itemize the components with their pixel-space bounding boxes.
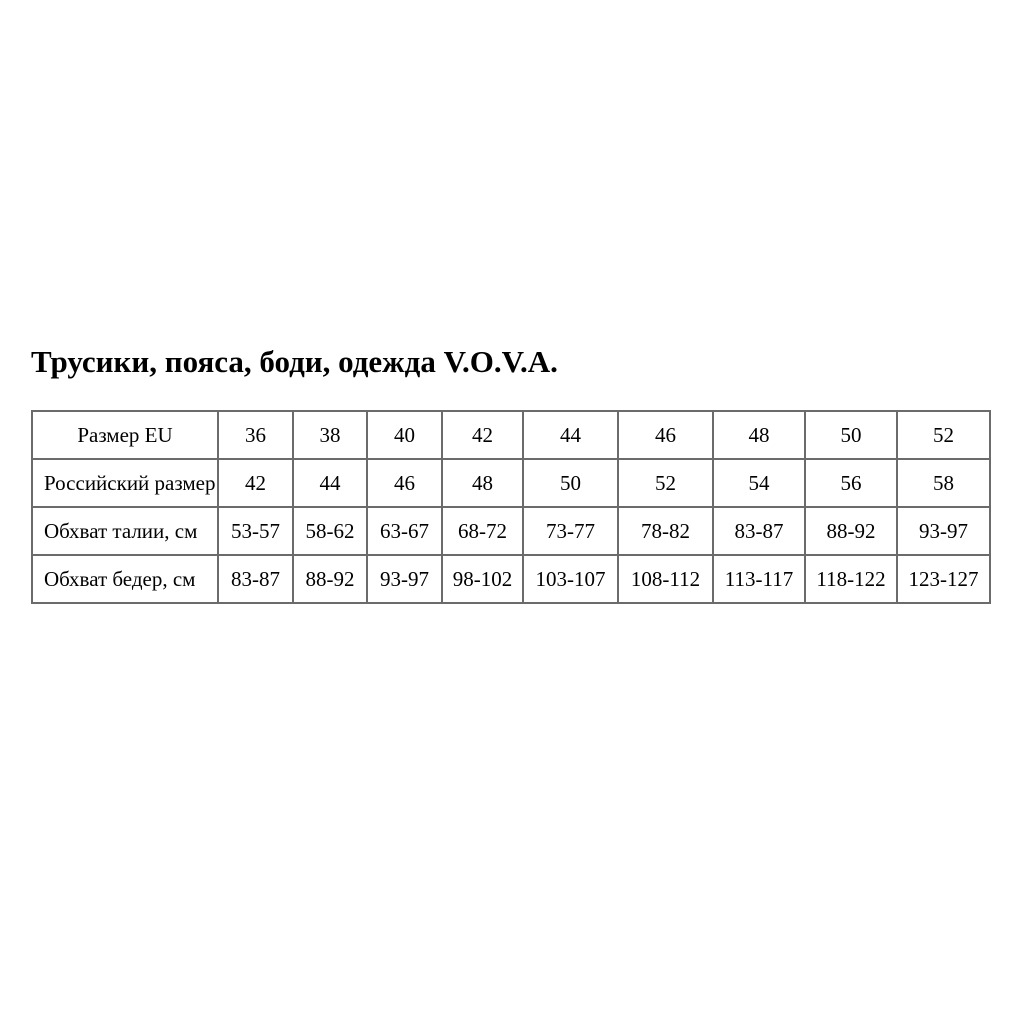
size-value-cell: 44	[522, 410, 619, 460]
row-label-ru-size: Российский размер	[31, 458, 219, 508]
size-value-cell: 50	[804, 410, 898, 460]
size-value-cell: 58-62	[292, 506, 368, 556]
size-value-cell: 123-127	[896, 554, 991, 604]
size-value-cell: 38	[292, 410, 368, 460]
row-label-eu-size: Размер EU	[31, 410, 219, 460]
table-row-eu-size: Размер EU 36 38 40 42 44 46 48 50 52	[31, 410, 991, 460]
size-value-cell: 36	[217, 410, 294, 460]
size-value-cell: 103-107	[522, 554, 619, 604]
size-value-cell: 44	[292, 458, 368, 508]
table-row-waist: Обхват талии, см 53-57 58-62 63-67 68-72…	[31, 506, 991, 556]
size-value-cell: 88-92	[804, 506, 898, 556]
size-value-cell: 108-112	[617, 554, 714, 604]
size-value-cell: 56	[804, 458, 898, 508]
size-value-cell: 54	[712, 458, 806, 508]
size-value-cell: 83-87	[217, 554, 294, 604]
row-label-waist: Обхват талии, см	[31, 506, 219, 556]
table-row-ru-size: Российский размер 42 44 46 48 50 52 54 5…	[31, 458, 991, 508]
row-label-hips: Обхват бедер, см	[31, 554, 219, 604]
size-value-cell: 73-77	[522, 506, 619, 556]
size-value-cell: 50	[522, 458, 619, 508]
size-value-cell: 48	[441, 458, 524, 508]
size-value-cell: 53-57	[217, 506, 294, 556]
size-value-cell: 58	[896, 458, 991, 508]
size-chart-table: Размер EU 36 38 40 42 44 46 48 50 52 Рос…	[31, 410, 991, 604]
size-value-cell: 93-97	[366, 554, 443, 604]
table-row-hips: Обхват бедер, см 83-87 88-92 93-97 98-10…	[31, 554, 991, 604]
size-value-cell: 52	[617, 458, 714, 508]
size-value-cell: 40	[366, 410, 443, 460]
size-value-cell: 42	[441, 410, 524, 460]
size-value-cell: 83-87	[712, 506, 806, 556]
size-value-cell: 42	[217, 458, 294, 508]
size-value-cell: 48	[712, 410, 806, 460]
size-value-cell: 68-72	[441, 506, 524, 556]
size-value-cell: 46	[617, 410, 714, 460]
size-value-cell: 78-82	[617, 506, 714, 556]
size-value-cell: 93-97	[896, 506, 991, 556]
size-value-cell: 118-122	[804, 554, 898, 604]
size-value-cell: 46	[366, 458, 443, 508]
size-value-cell: 113-117	[712, 554, 806, 604]
size-value-cell: 88-92	[292, 554, 368, 604]
page-title: Трусики, пояса, боди, одежда V.O.V.A.	[31, 344, 558, 379]
size-value-cell: 63-67	[366, 506, 443, 556]
size-value-cell: 98-102	[441, 554, 524, 604]
size-value-cell: 52	[896, 410, 991, 460]
